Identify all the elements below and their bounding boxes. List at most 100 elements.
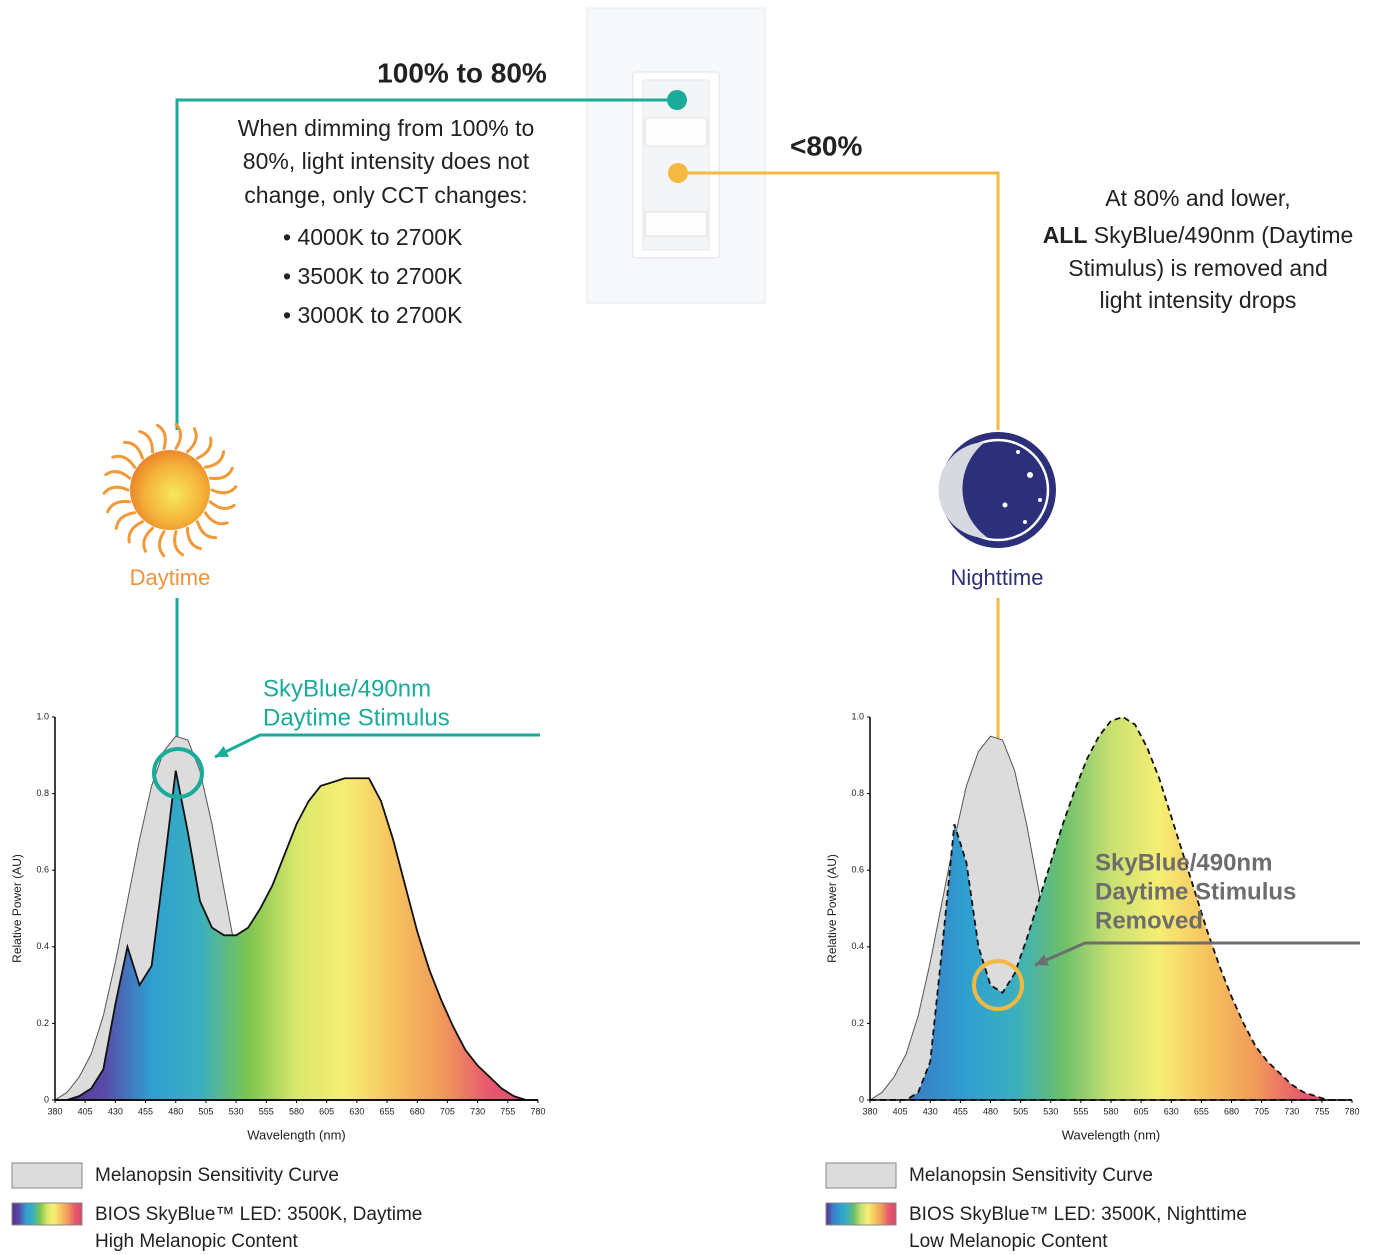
x-tick-label: 430 — [923, 1106, 938, 1116]
x-tick-label: 655 — [1194, 1106, 1209, 1116]
top-bullet: • 3500K to 2700K — [283, 263, 463, 289]
top-bullet: • 4000K to 2700K — [283, 224, 463, 250]
sun-ray — [104, 470, 132, 480]
x-tick-label: 480 — [168, 1106, 183, 1116]
annotation-arrowhead — [215, 745, 229, 757]
annotation-text: Removed — [1095, 907, 1203, 934]
legend-swatch — [11, 1162, 83, 1189]
x-tick-label: 455 — [138, 1106, 153, 1116]
x-tick-label: 530 — [229, 1106, 244, 1116]
annotation-circle — [972, 959, 1024, 1011]
daytime-connector — [175, 98, 677, 430]
y-tick-label: 0.2 — [851, 1018, 864, 1028]
sun-ray — [203, 511, 229, 526]
spectrum-area — [870, 716, 1352, 1101]
x-tick-label: 630 — [349, 1106, 364, 1116]
x-tick-label: 780 — [530, 1106, 545, 1116]
sun-ray — [208, 466, 234, 481]
annotation-text: SkyBlue/490nm — [263, 675, 431, 702]
y-tick-label: 0.8 — [851, 788, 864, 798]
x-tick-label: 655 — [380, 1106, 395, 1116]
top-bullet: • 3000K to 2700K — [283, 302, 463, 328]
sun-ray — [157, 530, 166, 558]
x-tick-label: 580 — [289, 1106, 304, 1116]
x-tick-label: 480 — [983, 1106, 998, 1116]
x-axis-label: Wavelength (nm) — [247, 1127, 346, 1142]
y-tick-label: 1.0 — [36, 711, 49, 721]
right-body: light intensity drops — [1100, 287, 1297, 313]
y-tick-label: 0.8 — [36, 788, 49, 798]
x-tick-label: 705 — [1254, 1106, 1269, 1116]
sun-ray — [208, 500, 236, 510]
x-tick-label: 705 — [440, 1106, 455, 1116]
y-tick-label: 1.0 — [851, 711, 864, 721]
sun-icon — [102, 422, 238, 558]
top-body: When dimming from 100% to — [238, 115, 535, 141]
legend-label: Melanopsin Sensitivity Curve — [95, 1165, 339, 1186]
sun-ray — [174, 422, 183, 450]
y-tick-label: 0.4 — [36, 941, 49, 951]
right-body: ALL SkyBlue/490nm (Daytime — [1043, 222, 1354, 248]
spectrum-area — [55, 770, 538, 1101]
x-tick-label: 405 — [893, 1106, 908, 1116]
x-tick-label: 380 — [862, 1106, 877, 1116]
x-tick-label: 730 — [470, 1106, 485, 1116]
y-tick-label: 0.4 — [851, 941, 864, 951]
legend-swatch — [825, 1162, 897, 1189]
legend-label: BIOS SkyBlue™ LED: 3500K, Daytime — [95, 1204, 422, 1225]
y-axis-label: Relative Power (AU) — [825, 854, 839, 963]
x-tick-label: 430 — [108, 1106, 123, 1116]
annotation-arrowhead — [1035, 954, 1049, 966]
sun-ray — [127, 520, 144, 544]
y-tick-label: 0 — [859, 1094, 864, 1104]
annotation-arrow — [1034, 941, 1360, 967]
x-axis-label: Wavelength (nm) — [1062, 1127, 1161, 1142]
annotation-text: Daytime Stimulus — [263, 704, 450, 731]
top-title: 100% to 80% — [377, 57, 547, 88]
legend-description: High Melanopic Content — [95, 1231, 299, 1252]
sun-ray — [185, 526, 202, 551]
x-tick-label: 680 — [1224, 1106, 1239, 1116]
x-tick-label: 630 — [1164, 1106, 1179, 1116]
x-tick-label: 605 — [1134, 1106, 1149, 1116]
annotation-text: SkyBlue/490nm — [1095, 849, 1272, 876]
sun-ray — [106, 499, 132, 514]
legend-label: BIOS SkyBlue™ LED: 3500K, Nighttime — [909, 1204, 1247, 1225]
sun-ray — [122, 440, 144, 460]
x-tick-label: 555 — [259, 1106, 274, 1116]
x-tick-label: 530 — [1043, 1106, 1058, 1116]
nighttime-connector — [678, 171, 1000, 430]
sun-ray — [185, 427, 198, 454]
sun-ray — [155, 423, 167, 450]
legend-swatch — [825, 1202, 897, 1226]
annotation-circle — [152, 747, 204, 799]
sun-ray — [142, 526, 155, 553]
top-body: change, only CCT changes: — [244, 182, 527, 208]
right-emphasis: ALL — [1043, 222, 1088, 248]
daytime-label: Daytime — [130, 565, 211, 590]
sun-ray — [173, 530, 185, 557]
legend-description: Low Melanopic Content — [909, 1231, 1108, 1252]
dimmer-switch — [586, 7, 766, 304]
annotation-text: Daytime Stimulus — [1095, 878, 1296, 905]
x-tick-label: 755 — [500, 1106, 515, 1116]
sun-ray — [111, 454, 137, 469]
x-tick-label: 505 — [198, 1106, 213, 1116]
x-tick-label: 405 — [78, 1106, 93, 1116]
x-tick-label: 680 — [410, 1106, 425, 1116]
y-axis-label: Relative Power (AU) — [10, 854, 24, 963]
sun-ray — [138, 429, 155, 454]
y-tick-label: 0.6 — [36, 865, 49, 875]
right-body: Stimulus) is removed and — [1068, 255, 1328, 281]
sun-ray — [196, 520, 218, 540]
x-tick-label: 455 — [953, 1106, 968, 1116]
x-tick-label: 580 — [1103, 1106, 1118, 1116]
y-tick-label: 0.2 — [36, 1018, 49, 1028]
sun-ray — [114, 511, 137, 530]
y-tick-label: 0.6 — [851, 865, 864, 875]
sun-disk — [130, 450, 210, 530]
nighttime-label: Nighttime — [951, 565, 1044, 590]
sun-ray — [203, 450, 226, 469]
x-tick-label: 730 — [1284, 1106, 1299, 1116]
